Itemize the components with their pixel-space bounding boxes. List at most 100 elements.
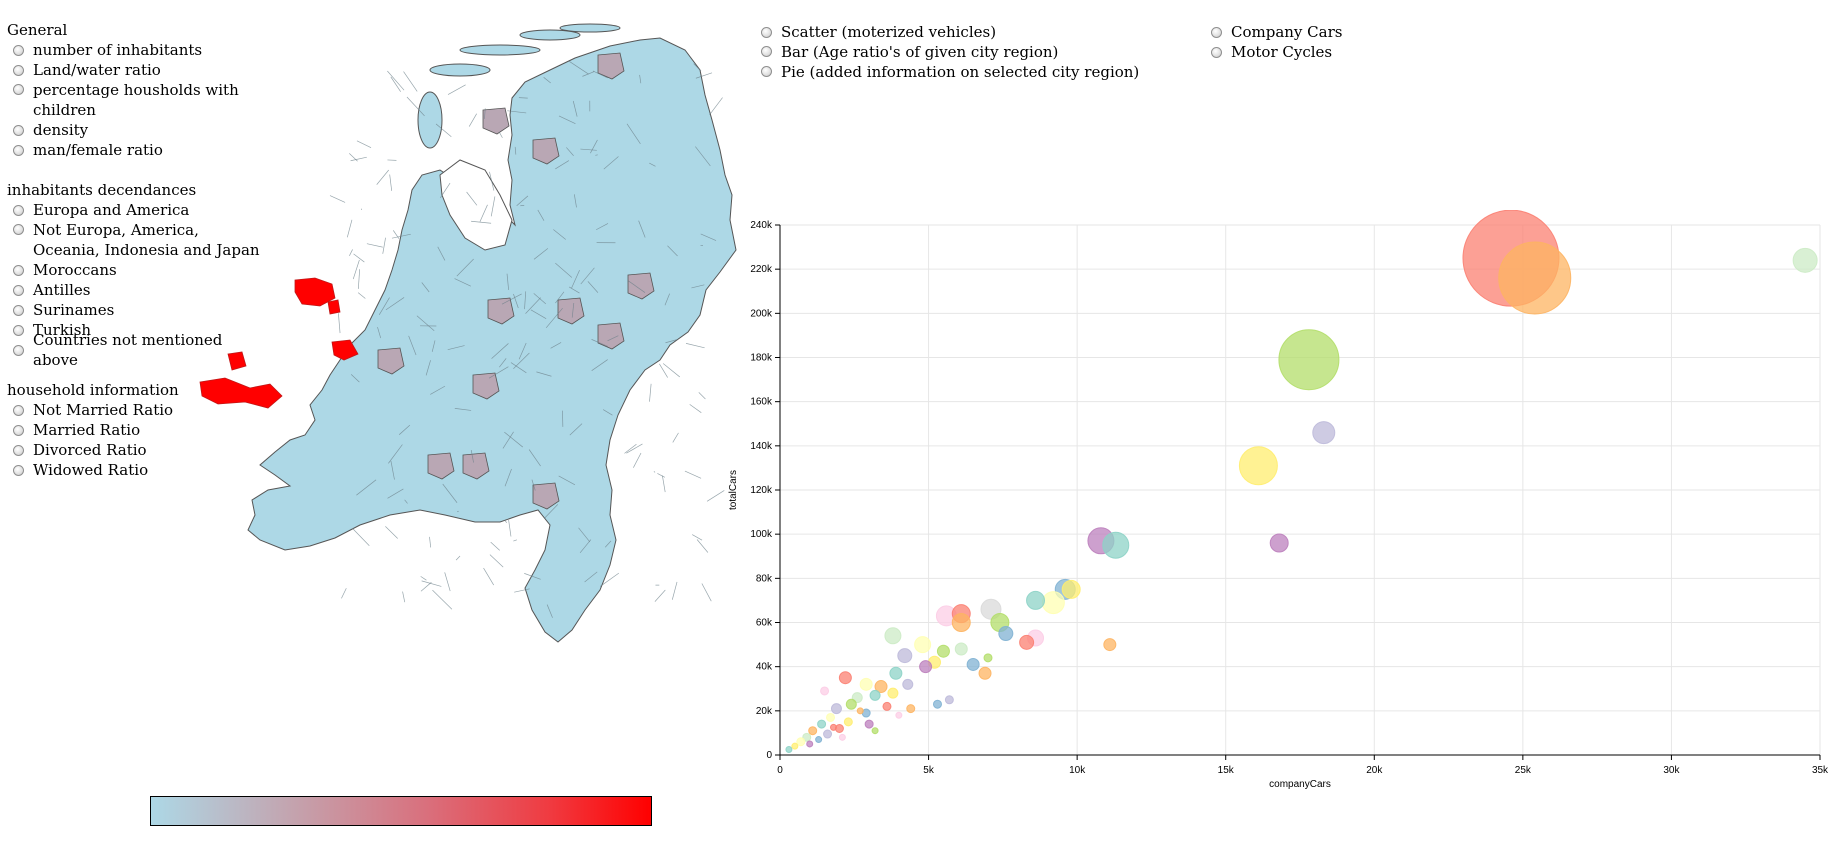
scatter-point[interactable] <box>864 719 874 729</box>
descendance-option[interactable]: Not Europa, America, Oceania, Indonesia … <box>7 220 267 260</box>
scatter-point[interactable] <box>895 711 903 719</box>
map-region[interactable] <box>627 272 655 300</box>
household-option[interactable]: Widowed Ratio <box>7 460 267 480</box>
radio-button[interactable] <box>13 304 24 316</box>
map-region[interactable] <box>557 297 585 325</box>
scatter-point[interactable] <box>823 729 833 739</box>
scatter-point[interactable] <box>884 627 902 645</box>
chart-submode-option[interactable]: Motor Cycles <box>1205 42 1342 62</box>
scatter-point[interactable] <box>889 666 903 680</box>
radio-button[interactable] <box>13 264 24 276</box>
scatter-point[interactable] <box>897 648 913 664</box>
general-option[interactable]: Land/water ratio <box>7 60 267 80</box>
map-region-highlight[interactable] <box>327 299 341 315</box>
radio-button[interactable] <box>13 444 24 456</box>
scatter-point[interactable] <box>966 657 980 671</box>
map-region[interactable] <box>482 107 510 135</box>
chart-submode-option[interactable]: Company Cars <box>1205 22 1342 42</box>
scatter-point[interactable] <box>830 703 842 715</box>
descendance-option[interactable]: Countries not mentioned above <box>7 331 267 369</box>
scatter-point[interactable] <box>1269 533 1289 553</box>
radio-button[interactable] <box>13 344 24 356</box>
scatter-point[interactable] <box>954 642 968 656</box>
radio-button[interactable] <box>13 144 24 156</box>
chart-mode-option[interactable]: Scatter (moterized vehicles) <box>755 22 1139 42</box>
descendance-option[interactable]: Turkish <box>7 320 267 340</box>
radio-button[interactable] <box>13 324 24 336</box>
map-region-highlight[interactable] <box>331 339 359 361</box>
scatter-point[interactable] <box>998 626 1014 642</box>
map-region[interactable] <box>377 347 405 375</box>
scatter-point[interactable] <box>902 678 914 690</box>
scatter-point[interactable] <box>845 698 857 710</box>
map-region-highlight[interactable] <box>294 277 336 307</box>
scatter-point[interactable] <box>826 712 836 722</box>
scatter-point[interactable] <box>919 660 933 674</box>
scatter-point[interactable] <box>829 723 837 731</box>
radio-button[interactable] <box>13 84 24 95</box>
scatter-point[interactable] <box>906 704 916 714</box>
scatter-point[interactable] <box>802 732 812 742</box>
radio-button[interactable] <box>1211 46 1222 58</box>
radio-button[interactable] <box>13 424 24 436</box>
descendance-option[interactable]: Europa and America <box>7 200 267 220</box>
map-region[interactable] <box>597 322 625 350</box>
scatter-point[interactable] <box>1102 531 1130 559</box>
scatter-point[interactable] <box>944 695 954 705</box>
scatter-point[interactable] <box>1498 241 1572 315</box>
scatter-point[interactable] <box>817 719 827 729</box>
radio-button[interactable] <box>13 44 24 56</box>
scatter-point[interactable] <box>914 636 932 654</box>
netherlands-map[interactable] <box>140 10 740 770</box>
household-option[interactable]: Not Married Ratio <box>7 400 267 420</box>
scatter-point[interactable] <box>791 742 799 750</box>
radio-button[interactable] <box>13 284 24 296</box>
scatter-point[interactable] <box>843 717 853 727</box>
map-region[interactable] <box>487 297 515 325</box>
map-region-highlight[interactable] <box>227 351 247 371</box>
scatter-point[interactable] <box>983 653 993 663</box>
descendance-option[interactable]: Antilles <box>7 280 267 300</box>
map-region[interactable] <box>462 452 490 480</box>
radio-button[interactable] <box>13 64 24 76</box>
scatter-point[interactable] <box>808 726 818 736</box>
map-region[interactable] <box>597 52 625 80</box>
radio-button[interactable] <box>761 66 772 77</box>
scatter-point[interactable] <box>936 644 950 658</box>
map-region[interactable] <box>532 137 560 165</box>
household-option[interactable]: Divorced Ratio <box>7 440 267 460</box>
scatter-point[interactable] <box>838 733 846 741</box>
map-region[interactable] <box>472 372 500 400</box>
scatter-point[interactable] <box>785 745 793 753</box>
radio-button[interactable] <box>761 46 772 57</box>
map-region-highlight[interactable] <box>199 377 283 409</box>
scatter-point[interactable] <box>1792 247 1818 273</box>
scatter-point[interactable] <box>951 613 971 632</box>
scatter-point[interactable] <box>859 677 873 691</box>
scatter-point[interactable] <box>1041 591 1065 615</box>
scatter-point[interactable] <box>882 701 892 711</box>
chart-mode-option[interactable]: Pie (added information on selected city … <box>755 62 1139 82</box>
chart-mode-option[interactable]: Bar (Age ratio's of given city region) <box>755 42 1139 62</box>
scatter-point[interactable] <box>796 737 806 747</box>
descendance-option[interactable]: Moroccans <box>7 260 267 280</box>
general-option[interactable]: percentage housholds with children <box>7 80 267 120</box>
scatter-point[interactable] <box>1278 329 1340 391</box>
map-region[interactable] <box>427 452 455 480</box>
radio-button[interactable] <box>13 404 24 416</box>
scatter-point[interactable] <box>806 740 814 748</box>
scatter-point[interactable] <box>869 689 881 701</box>
scatter-point[interactable] <box>856 707 864 715</box>
scatter-point[interactable] <box>1312 421 1336 445</box>
scatter-point[interactable] <box>1026 590 1046 610</box>
radio-button[interactable] <box>13 464 24 476</box>
scatter-point[interactable] <box>815 736 823 744</box>
scatter-point[interactable] <box>874 680 888 694</box>
scatter-point[interactable] <box>978 666 992 680</box>
scatter-point[interactable] <box>932 699 942 709</box>
radio-button[interactable] <box>13 224 24 235</box>
scatter-point[interactable] <box>1019 634 1035 650</box>
radio-button[interactable] <box>761 26 772 38</box>
scatter-point[interactable] <box>1103 638 1117 652</box>
scatter-point[interactable] <box>887 687 899 699</box>
